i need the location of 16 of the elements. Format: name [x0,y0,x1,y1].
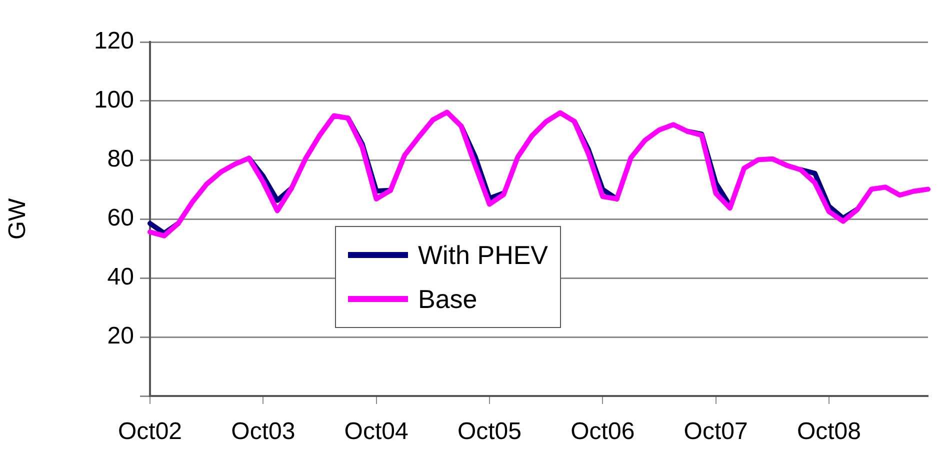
y-tick-label: 80 [107,146,134,173]
y-tick-label: 120 [94,28,134,55]
x-tick-label: Oct02 [118,418,182,446]
y-axis-title: GW [4,198,32,240]
x-tick-label: Oct06 [570,418,635,446]
y-tick-label: 100 [94,86,134,114]
legend-label: With PHEV [418,240,548,270]
y-tick-label: 40 [107,264,134,291]
y-tick-label: 20 [107,322,134,350]
y-tick-label: 60 [107,204,134,232]
x-tick-label: Oct08 [796,418,861,446]
x-tick-label: Oct03 [231,418,296,446]
legend-label: Base [418,284,478,314]
x-tick-label: Oct07 [684,418,748,446]
x-tick-label: Oct05 [457,418,522,446]
x-tick-label: Oct04 [344,418,408,446]
